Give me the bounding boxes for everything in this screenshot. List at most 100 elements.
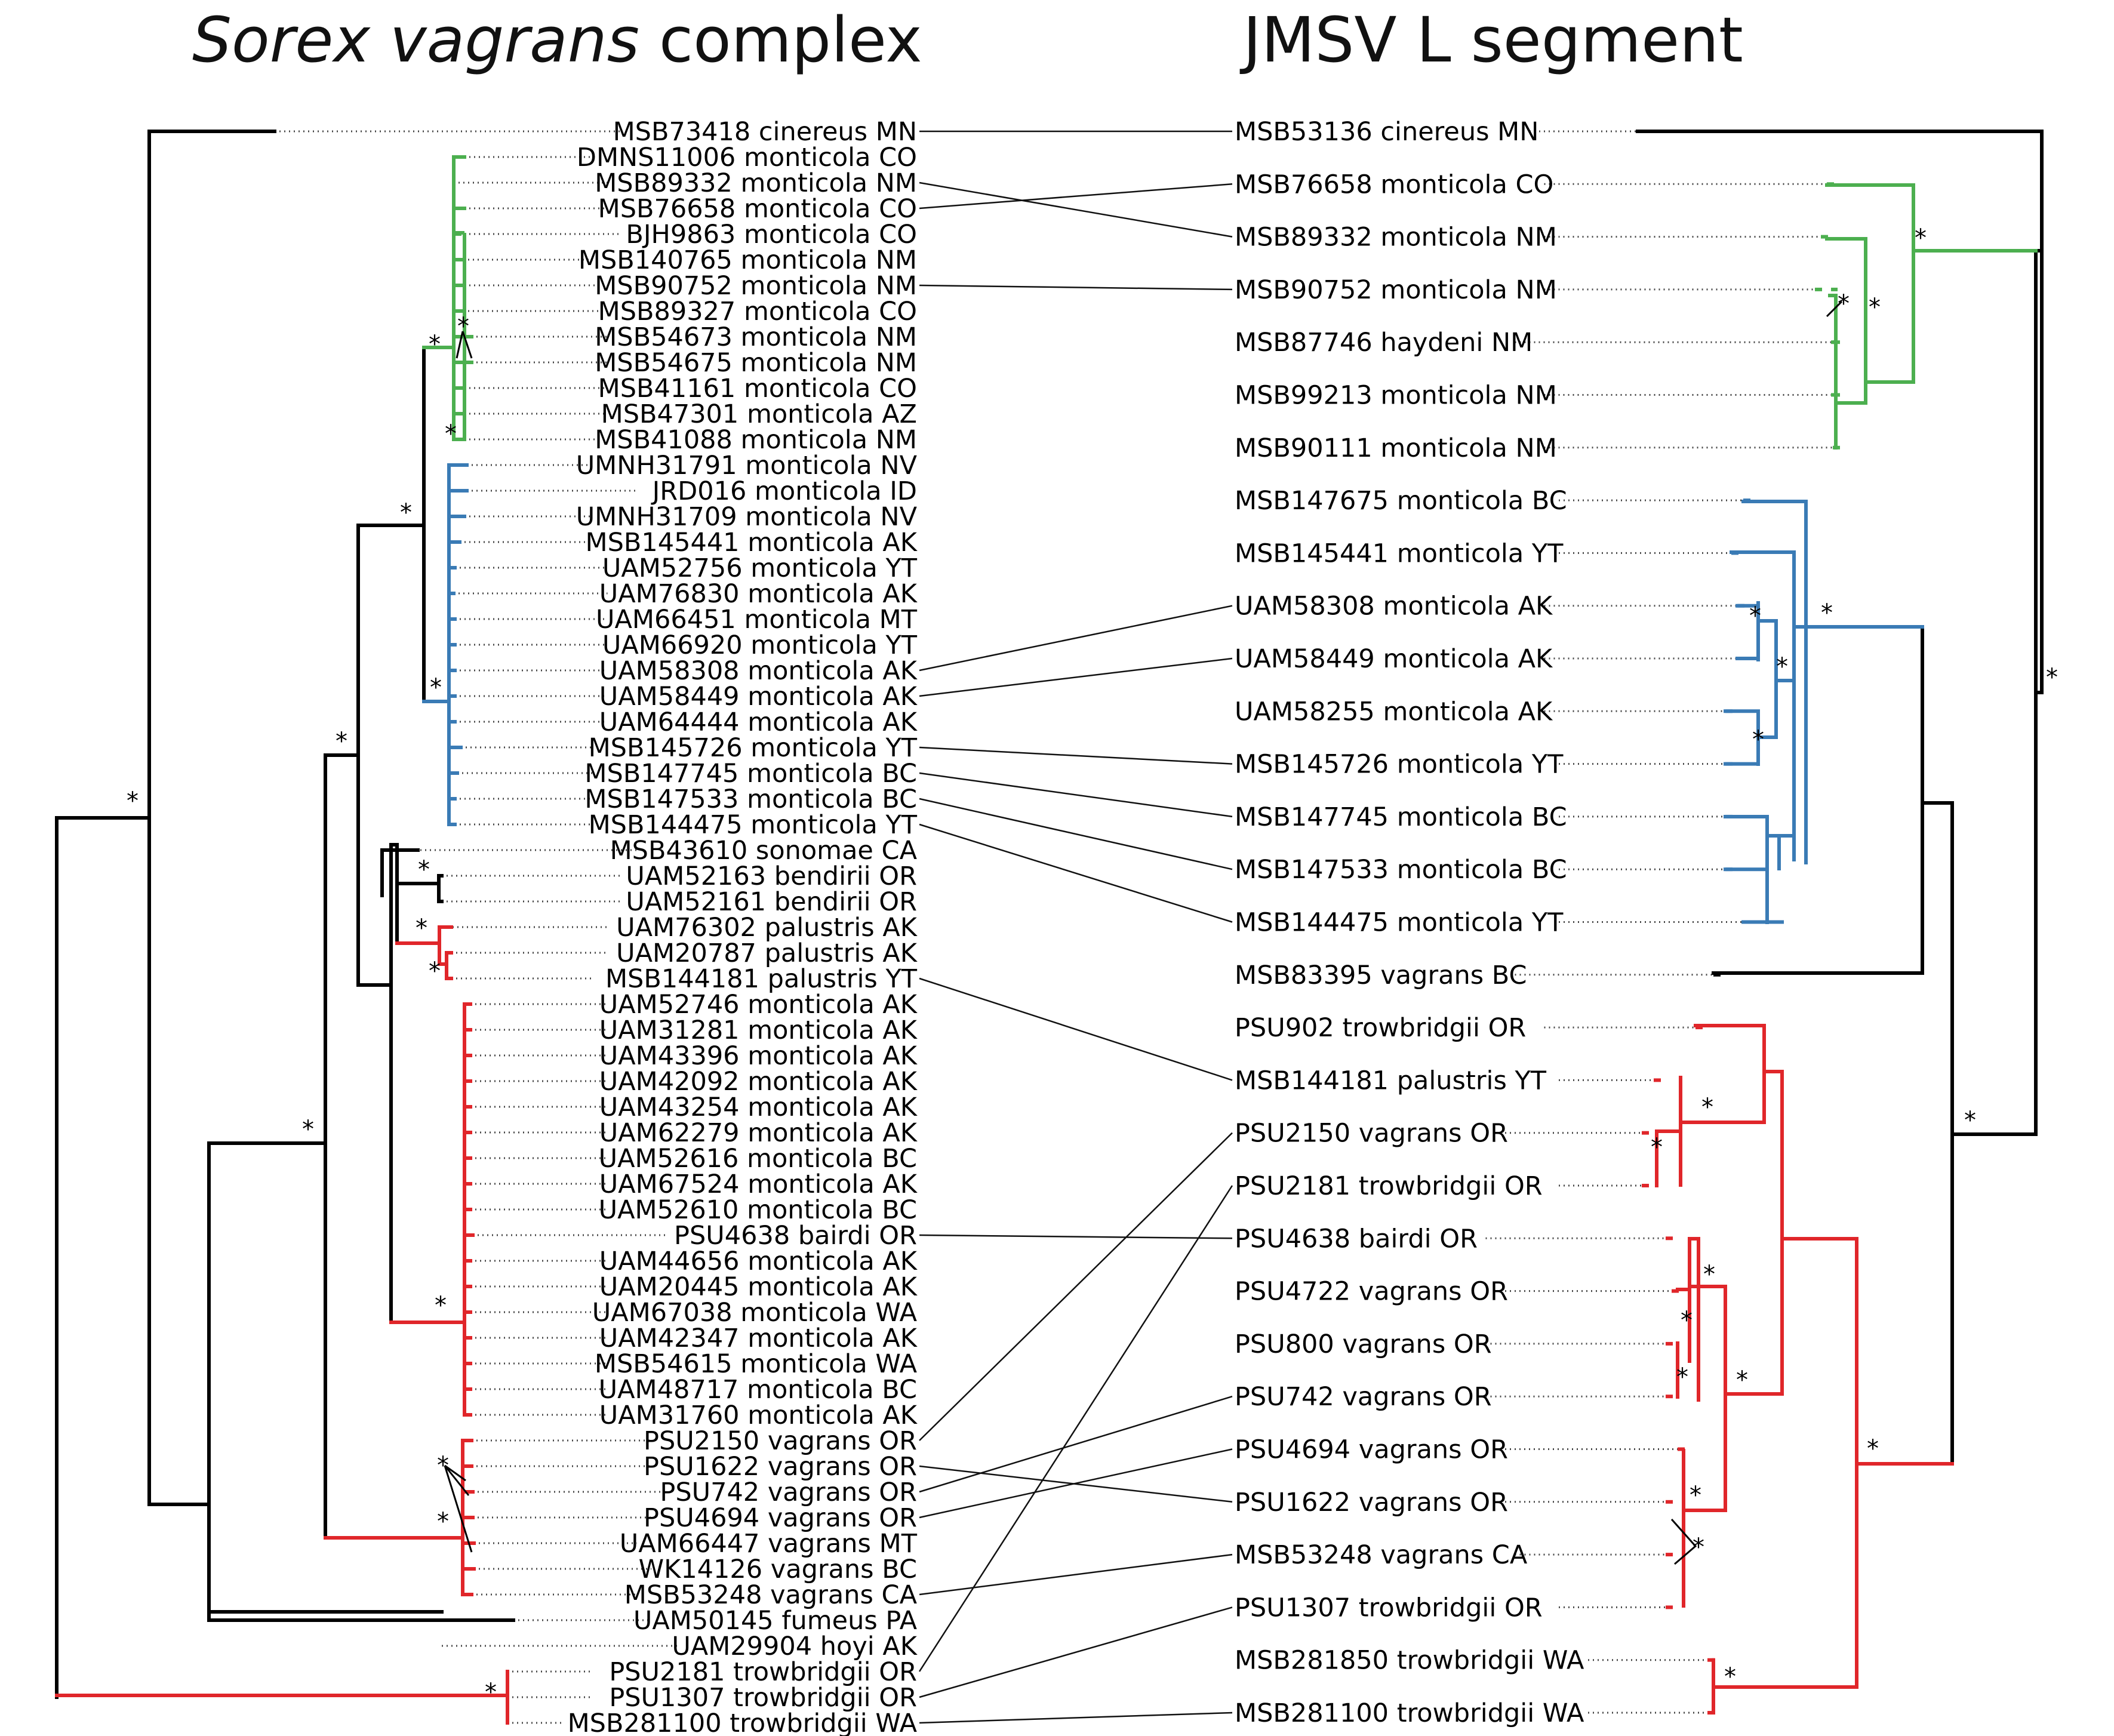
- support-star: *: [1724, 1663, 1736, 1691]
- left-taxon-label: UAM48717 monticola BC: [599, 1375, 917, 1405]
- left-taxon-label: MSB147745 monticola BC: [584, 759, 917, 789]
- support-star: *: [430, 674, 442, 701]
- left-title-species: Sorex vagrans: [192, 4, 639, 76]
- left-taxon-label: MSB145726 monticola YT: [589, 733, 918, 763]
- support-star: *: [1915, 224, 1927, 252]
- support-star: *: [400, 499, 412, 527]
- left-taxon-label: UAM66451 monticola MT: [596, 605, 918, 635]
- right-taxon-label: MSB99213 monticola NM: [1235, 381, 1557, 411]
- left-taxon-label: UAM76302 palustris AK: [616, 913, 918, 943]
- support-star: *: [302, 1116, 314, 1143]
- right-taxon-label: MSB53136 cinereus MN: [1235, 117, 1538, 147]
- support-star: *: [1651, 1134, 1663, 1161]
- left-taxon-label: BJH9863 monticola CO: [626, 220, 917, 250]
- left-taxon-label: MSB54675 monticola NM: [595, 348, 917, 378]
- left-taxon-label: PSU1307 trowbridgii OR: [609, 1683, 917, 1713]
- right-taxon-label: MSB83395 vagrans BC: [1235, 961, 1527, 990]
- left-taxon-label: PSU4694 vagrans OR: [644, 1503, 917, 1533]
- left-taxon-label: UAM67038 monticola WA: [592, 1298, 918, 1328]
- left-taxon-label: MSB147533 monticola BC: [584, 784, 917, 814]
- association-line: [919, 1712, 1233, 1724]
- right-taxon-label: MSB90111 monticola NM: [1235, 433, 1557, 463]
- left-taxon-label: PSU742 vagrans OR: [660, 1478, 917, 1507]
- left-taxon-label: UAM67524 monticola AK: [599, 1169, 918, 1199]
- left-taxon-label: UAM66920 monticola YT: [602, 630, 918, 660]
- support-star: *: [1867, 1435, 1879, 1463]
- left-taxon-label: UAM31760 monticola AK: [599, 1401, 918, 1430]
- association-line: [919, 1132, 1233, 1441]
- left-taxon-label: MSB90752 monticola NM: [595, 271, 917, 301]
- association-line: [919, 1553, 1233, 1596]
- support-star: *: [1693, 1534, 1704, 1561]
- left-taxon-label: UAM43254 monticola AK: [599, 1092, 918, 1122]
- association-line: [919, 1396, 1233, 1493]
- association-line: [919, 1448, 1233, 1519]
- association-line: [919, 798, 1233, 870]
- left-taxon-label: UAM58308 monticola AK: [599, 656, 918, 686]
- right-taxon-label: PSU742 vagrans OR: [1235, 1382, 1492, 1412]
- left-taxon-label: MSB76658 monticola CO: [598, 194, 917, 224]
- right-taxon-label: PSU800 vagrans OR: [1235, 1329, 1492, 1359]
- support-star: *: [1701, 1094, 1713, 1121]
- polytomy-arrows: [1826, 300, 1843, 318]
- left-taxon-label: UAM44656 monticola AK: [599, 1246, 918, 1276]
- support-star: *: [1838, 290, 1850, 318]
- left-taxon-label: MSB53248 vagrans CA: [624, 1580, 918, 1610]
- support-star: *: [1821, 599, 1833, 627]
- support-star: *: [127, 787, 139, 815]
- left-taxon-label: MSB144475 monticola YT: [589, 810, 918, 840]
- support-star: *: [445, 420, 457, 448]
- support-star: *: [416, 915, 427, 942]
- support-star: *: [1676, 1363, 1688, 1391]
- left-taxon-label: UAM52746 monticola AK: [599, 990, 918, 1020]
- support-star: *: [429, 958, 441, 985]
- association-line: [919, 746, 1233, 765]
- support-star: *: [336, 728, 347, 755]
- support-star: *: [1749, 602, 1761, 630]
- association-line: [919, 657, 1233, 697]
- left-taxon-label: PSU2181 trowbridgii OR: [609, 1657, 917, 1687]
- association-line: [919, 284, 1233, 291]
- dotted-leader-lines: [275, 130, 1833, 1724]
- left-taxon-label: MSB144181 palustris YT: [605, 964, 918, 994]
- right-tree-branches: [1636, 130, 2044, 1715]
- left-taxon-label: WK14126 vagrans BC: [639, 1555, 917, 1584]
- right-tree-title: JMSV L segment: [1243, 4, 1743, 76]
- left-tree-branches: [55, 130, 515, 1725]
- left-taxon-label: UAM20787 palustris AK: [616, 938, 918, 968]
- right-taxon-label: MSB281850 trowbridgii WA: [1235, 1646, 1584, 1676]
- left-taxon-label: UAM58449 monticola AK: [599, 682, 918, 712]
- support-star: *: [1690, 1482, 1701, 1509]
- support-markers: * * * * * * * * * * * * * * * * * * * * * * * * * * * * * * * * * *: [127, 224, 2058, 1706]
- left-taxon-label: UAM62279 monticola AK: [599, 1118, 918, 1148]
- support-star: *: [1703, 1261, 1715, 1288]
- right-taxon-label: UAM58449 monticola AK: [1235, 644, 1553, 674]
- association-line: [919, 181, 1233, 238]
- support-star: *: [437, 1452, 449, 1479]
- right-taxon-label: MSB144181 palustris YT: [1235, 1066, 1547, 1095]
- left-taxon-label: UAM50145 fumeus PA: [633, 1606, 918, 1636]
- left-taxon-label: MSB281100 trowbridgii WA: [568, 1709, 918, 1736]
- support-star: *: [1964, 1107, 1976, 1134]
- left-taxon-label: UAM42092 monticola AK: [599, 1067, 918, 1097]
- support-star: *: [485, 1679, 497, 1706]
- right-taxon-label: MSB147675 monticola BC: [1235, 486, 1567, 516]
- left-taxon-label: MSB89332 monticola NM: [595, 168, 917, 198]
- support-star: *: [437, 1508, 449, 1535]
- right-taxon-label: MSB87746 haydeni NM: [1235, 328, 1533, 358]
- left-taxon-label: MSB47301 monticola AZ: [601, 399, 917, 429]
- left-taxon-label: UAM52616 monticola BC: [599, 1144, 917, 1174]
- right-taxon-label: PSU1622 vagrans OR: [1235, 1488, 1508, 1518]
- right-taxon-label: PSU2150 vagrans OR: [1235, 1119, 1508, 1149]
- left-taxon-label: UAM52163 bendirii OR: [626, 861, 917, 891]
- left-taxon-label: PSU2150 vagrans OR: [644, 1426, 917, 1456]
- right-taxon-label: MSB144475 monticola YT: [1235, 908, 1564, 938]
- left-title-suffix: complex: [639, 4, 922, 76]
- support-star: *: [457, 313, 469, 340]
- left-taxon-label: UMNH31709 monticola NV: [576, 502, 918, 532]
- right-taxon-label: PSU4638 bairdi OR: [1235, 1224, 1478, 1254]
- association-line: [919, 1234, 1233, 1239]
- left-taxon-label: UMNH31791 monticola NV: [576, 451, 918, 481]
- left-taxon-label: MSB41088 monticola NM: [595, 425, 917, 455]
